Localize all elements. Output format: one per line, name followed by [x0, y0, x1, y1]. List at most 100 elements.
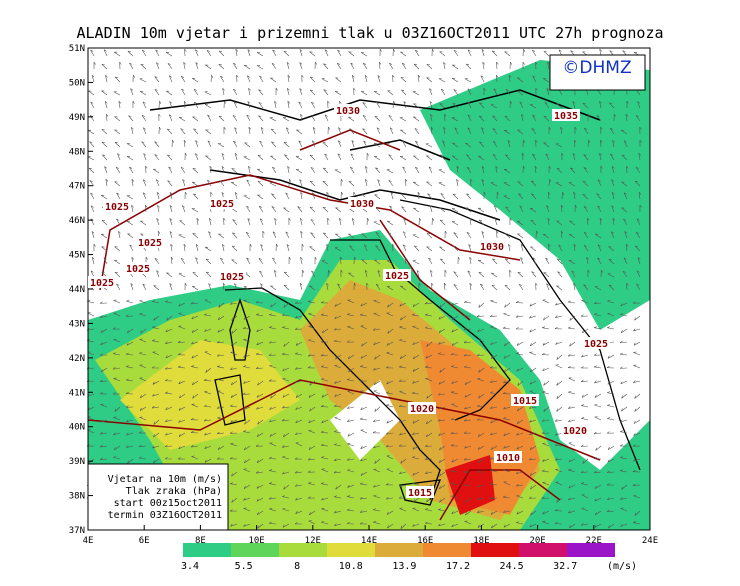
lat-label: 40N [69, 423, 85, 433]
wind-arrow [529, 341, 537, 347]
wind-arrow [612, 217, 616, 226]
wind-arrow [439, 367, 446, 373]
wind-arrow [626, 100, 629, 109]
wind-arrow [593, 365, 602, 369]
wind-arrow [639, 126, 642, 135]
wind-arrow [127, 233, 134, 239]
wind-arrow [522, 165, 526, 174]
wind-arrow [625, 113, 629, 122]
wind-arrow [581, 354, 589, 358]
wind-arrow [322, 167, 329, 174]
wind-arrow [607, 458, 615, 463]
wind-arrow [610, 231, 615, 239]
wind-arrow [294, 301, 303, 304]
wind-arrow [427, 193, 433, 200]
wind-arrow [158, 113, 161, 122]
wind-arrow [546, 88, 550, 96]
wind-arrow [274, 100, 277, 109]
wind-arrow [282, 393, 290, 398]
wind-arrow [256, 168, 264, 174]
wind-arrow [373, 312, 381, 317]
wind-arrow [439, 207, 446, 213]
wind-arrow [466, 166, 472, 174]
wind-arrow [496, 230, 499, 239]
wind-arrow [373, 494, 381, 499]
wind-arrow [543, 380, 550, 386]
wind-arrow [378, 61, 382, 70]
wind-arrow [451, 328, 459, 333]
wind-arrow [178, 325, 186, 330]
wind-arrow [515, 327, 524, 330]
wind-arrow [412, 523, 420, 527]
wind-arrow [543, 50, 550, 57]
wind-arrow [404, 178, 408, 187]
wind-arrow [582, 102, 589, 109]
wind-arrow [314, 256, 317, 265]
wind-arrow [451, 523, 459, 528]
wind-arrow [636, 283, 641, 291]
wind-arrow [417, 74, 421, 83]
wind-arrow [463, 365, 472, 369]
wind-arrow [230, 351, 238, 356]
wind-arrow [451, 341, 459, 347]
wind-arrow [529, 471, 537, 477]
wind-arrow [301, 269, 305, 278]
wind-arrow [301, 74, 304, 83]
wind-arrow [385, 366, 394, 369]
wind-arrow [195, 62, 199, 70]
wind-arrow [595, 233, 602, 239]
wind-arrow [503, 367, 511, 373]
wind-arrow [294, 432, 303, 435]
wind-arrow [530, 220, 537, 226]
wind-arrow [229, 457, 238, 460]
isobar-label: 1025 [126, 264, 150, 275]
wind-arrow [600, 126, 603, 135]
wind-arrow [398, 444, 407, 447]
wind-arrow [164, 379, 173, 382]
wind-arrow [542, 510, 550, 515]
wind-arrow [438, 432, 446, 437]
wind-arrow [152, 458, 160, 464]
wind-arrow [503, 129, 511, 135]
wind-arrow [529, 315, 537, 319]
wind-arrow [298, 101, 303, 109]
wind-arrow [243, 156, 251, 161]
wind-arrow [388, 154, 394, 161]
colorbar-label: 10.8 [339, 561, 363, 572]
wind-arrow [281, 418, 290, 422]
wind-arrow [360, 354, 368, 359]
lat-label: 37N [69, 526, 85, 536]
wind-arrow [230, 393, 238, 398]
wind-arrow [464, 142, 472, 148]
wind-arrow [412, 325, 420, 330]
wind-arrow [543, 142, 550, 148]
wind-arrow [476, 470, 485, 473]
wind-arrow [232, 115, 238, 122]
wind-arrow [309, 285, 316, 291]
wind-arrow [412, 471, 420, 476]
wind-arrow [204, 246, 212, 252]
wind-arrow [413, 103, 420, 109]
wind-arrow [297, 206, 303, 213]
wind-arrow [635, 167, 641, 174]
wind-arrow [452, 245, 459, 252]
wind-arrow [165, 354, 173, 359]
wind-arrow [412, 380, 420, 384]
wind-arrow [88, 90, 95, 96]
wind-arrow [90, 205, 95, 213]
wind-arrow [490, 510, 498, 515]
wind-arrow [153, 285, 160, 291]
wind-arrow [348, 233, 355, 239]
wind-arrow [478, 393, 485, 399]
wind-arrow [453, 271, 459, 278]
wind-arrow [205, 129, 212, 135]
wind-arrow [567, 300, 576, 304]
wind-arrow [347, 390, 355, 395]
wind-arrow [374, 194, 381, 200]
wind-arrow [438, 78, 446, 83]
wind-arrow [620, 302, 628, 307]
wind-arrow [360, 445, 368, 450]
wind-arrow [322, 328, 329, 334]
isobar-label-bg [208, 197, 236, 209]
wind-arrow [490, 299, 498, 304]
